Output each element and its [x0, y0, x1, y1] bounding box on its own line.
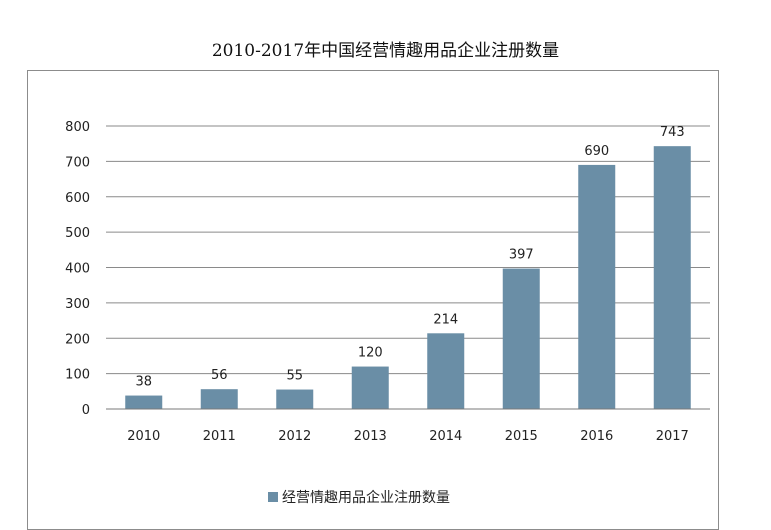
x-tick-label: 2016 [580, 429, 613, 444]
y-tick-label: 0 [82, 403, 90, 418]
chart-title: 2010-2017年中国经营情趣用品企业注册数量 [211, 41, 560, 61]
y-tick-label: 500 [65, 226, 90, 241]
y-tick-label: 800 [65, 120, 90, 135]
bar [276, 389, 314, 409]
legend-label: 经营情趣用品企业注册数量 [282, 490, 450, 506]
y-tick-label: 700 [65, 155, 90, 170]
bar [351, 366, 389, 409]
data-label: 397 [509, 248, 534, 263]
x-tick-label: 2010 [127, 429, 160, 444]
y-tick-label: 100 [65, 368, 90, 383]
data-label: 690 [584, 144, 609, 159]
data-label: 55 [286, 369, 303, 384]
legend-swatch [268, 492, 278, 502]
data-label: 56 [211, 368, 228, 383]
bar [125, 395, 163, 409]
bar [200, 389, 238, 409]
x-tick-label: 2011 [203, 429, 236, 444]
x-tick-label: 2014 [429, 429, 462, 444]
data-label: 120 [358, 346, 383, 361]
x-tick-label: 2013 [354, 429, 387, 444]
y-tick-label: 300 [65, 297, 90, 312]
data-label: 214 [433, 312, 458, 327]
bar-chart: 0 100 200 300 400 500 600 700 800 38 2010 56 2011 55 2… [65, 120, 710, 444]
bar [427, 333, 465, 409]
bar [578, 164, 616, 409]
y-tick-label: 200 [65, 332, 90, 347]
y-tick-label: 400 [65, 262, 90, 277]
x-tick-label: 2017 [656, 429, 689, 444]
legend: 经营情趣用品企业注册数量 [268, 487, 450, 507]
y-tick-label: 600 [65, 191, 90, 206]
x-tick-label: 2012 [278, 429, 311, 444]
x-tick-label: 2015 [505, 429, 538, 444]
bar [502, 268, 540, 409]
data-label: 743 [660, 125, 685, 140]
bar [653, 146, 691, 409]
data-label: 38 [135, 375, 152, 390]
